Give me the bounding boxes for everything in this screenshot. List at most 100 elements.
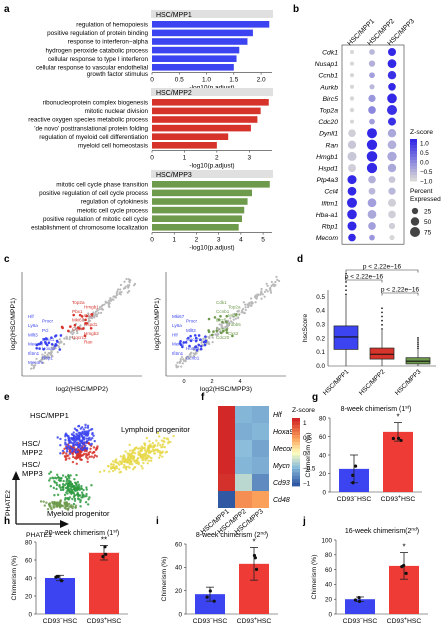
- cell-point: [75, 447, 78, 451]
- y-axis-title: log2(HSC/MPP1): [154, 298, 161, 350]
- data-point: [60, 341, 63, 344]
- data-point: [266, 284, 269, 288]
- x-tick-label: CD93−HSC: [343, 617, 378, 626]
- cell-point: [90, 484, 93, 487]
- cell-point: [130, 456, 134, 459]
- cell-point: [69, 480, 72, 483]
- bar-category-label: response to interferon−alpha: [68, 39, 149, 46]
- y-axis-title: hscScore: [302, 314, 309, 343]
- cell-point: [146, 447, 149, 451]
- data-point: [194, 345, 197, 349]
- data-point: [106, 301, 109, 304]
- dot: [387, 163, 397, 173]
- data-point: [50, 350, 53, 354]
- data-point: [179, 339, 182, 343]
- cell-point: [142, 454, 146, 457]
- cell-point: [118, 463, 121, 467]
- cell-point: [95, 447, 99, 451]
- replicate-point: [212, 599, 216, 603]
- data-point: [201, 340, 204, 343]
- cell-point: [133, 448, 136, 452]
- colorbar-segment: [292, 455, 300, 460]
- p-value-label: p < 2.22e−16: [345, 274, 384, 281]
- heatmap-cell: [235, 423, 252, 440]
- data-point: [90, 315, 93, 318]
- y-tick-label: 20: [325, 597, 333, 604]
- x-tick-label: 1.0: [202, 77, 211, 84]
- data-point: [50, 346, 54, 349]
- x-tick-label: CD93−HSC: [337, 495, 372, 504]
- cell-point: [157, 435, 161, 438]
- gene-label: Mecom: [316, 235, 339, 242]
- colorbar-segment: [410, 145, 417, 149]
- box: [369, 347, 395, 360]
- data-point: [231, 321, 234, 324]
- heatmap-cell: [218, 474, 235, 491]
- colorbar-segment: [292, 431, 300, 436]
- cell-point: [85, 437, 88, 440]
- data-point: [225, 314, 229, 318]
- gene-annotation: Top2a: [72, 300, 85, 305]
- colorbar-segment: [410, 163, 417, 167]
- gene-annotation: Ccnb1: [216, 309, 230, 314]
- bar: [152, 116, 258, 123]
- dot: [388, 82, 396, 91]
- bar-category-label: hydrogen peroxide catabolic process: [45, 47, 148, 54]
- data-point: [62, 343, 66, 346]
- cell-point: [81, 426, 84, 429]
- cell-point: [91, 451, 94, 455]
- cell-point: [149, 444, 153, 448]
- data-point: [227, 321, 231, 324]
- cell-point: [64, 441, 67, 444]
- data-point: [50, 336, 53, 339]
- cell-point: [66, 508, 70, 511]
- cell-point: [157, 441, 160, 445]
- data-point: [180, 355, 184, 359]
- cell-point: [83, 436, 86, 439]
- dot: [347, 221, 357, 231]
- data-point: [58, 348, 62, 351]
- bar: [152, 29, 253, 37]
- bar-category-label: regulation of hemopoiesis: [76, 22, 148, 29]
- cell-point: [86, 426, 90, 429]
- data-point: [75, 330, 79, 333]
- cell-point: [86, 424, 90, 427]
- bar: [152, 107, 261, 115]
- data-point: [263, 295, 266, 298]
- data-point: [273, 284, 276, 288]
- data-point: [41, 353, 44, 356]
- dot: [369, 84, 375, 90]
- data-point: [254, 301, 257, 304]
- replicate-point: [104, 552, 108, 556]
- cell-point: [89, 447, 92, 451]
- cell-point: [69, 446, 72, 449]
- x-tick-label: 1: [183, 155, 187, 162]
- gene-annotation: Ccnb1: [186, 355, 200, 360]
- gene-annotation: Rbp1: [42, 355, 53, 360]
- cell-point: [59, 452, 62, 455]
- x-tick-label: 1.5: [229, 77, 238, 84]
- data-point: [204, 335, 207, 338]
- panel-label-j: j: [302, 516, 306, 527]
- data-point: [115, 292, 118, 295]
- gene-annotation: Cdk4: [72, 326, 83, 331]
- cell-point: [80, 458, 83, 461]
- colorbar-segment: [410, 172, 417, 176]
- cell-point: [56, 436, 59, 439]
- data-point: [207, 341, 210, 344]
- gene-annotation: Ccl4: [84, 313, 94, 318]
- facet-title: HSC/MPP1: [156, 12, 192, 19]
- cell-point: [61, 482, 65, 486]
- y-axis-title: Chimerism (%): [11, 556, 18, 601]
- cell-point: [52, 486, 56, 490]
- data-point: [118, 292, 121, 295]
- data-point: [32, 364, 35, 367]
- data-point: [250, 297, 253, 300]
- colorbar-segment: [292, 475, 300, 480]
- data-point: [175, 364, 178, 367]
- y-tick-label: 0: [178, 611, 182, 618]
- outlier-point: [381, 307, 383, 310]
- x-tick-label: CD93+HSC: [381, 495, 416, 504]
